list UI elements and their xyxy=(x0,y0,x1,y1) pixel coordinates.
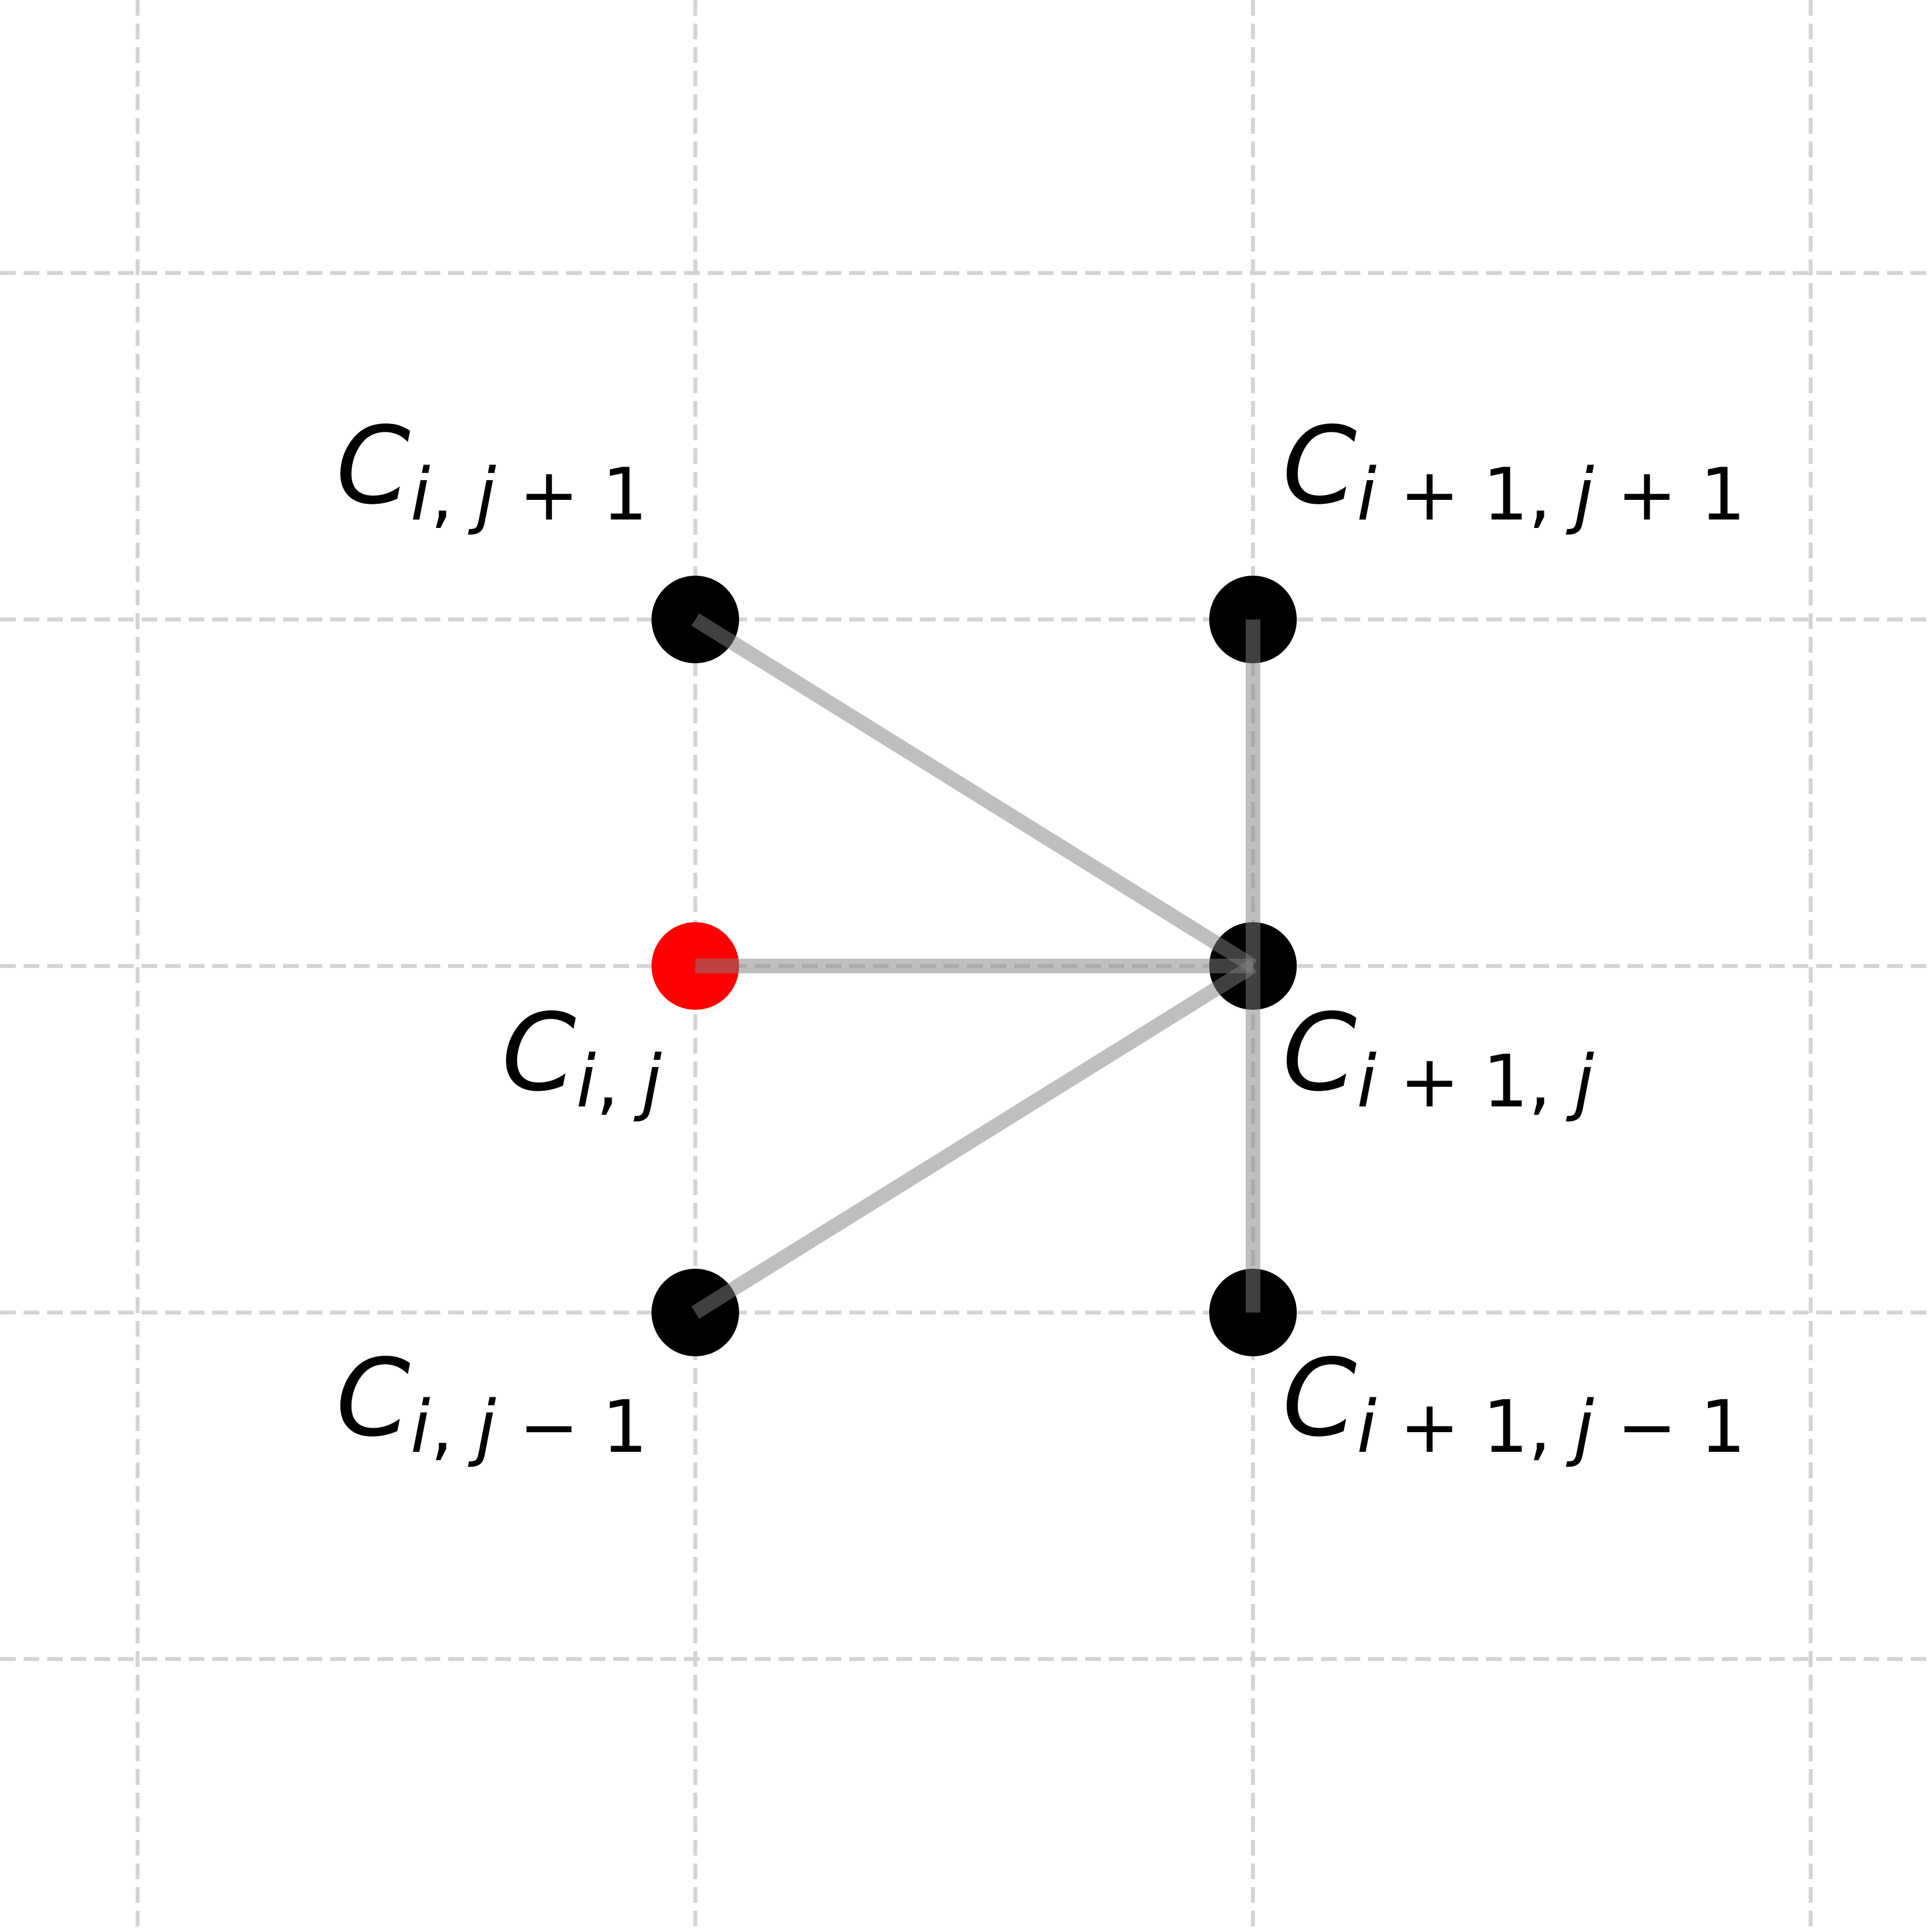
node-label-n3: Ci, j xyxy=(502,991,662,1124)
label-subscript-part: + 1 xyxy=(496,453,648,537)
label-subscript-part: − 1 xyxy=(1594,1386,1746,1469)
label-symbol: C xyxy=(1282,991,1357,1115)
node-label-n4: Ci + 1, j xyxy=(1282,991,1594,1124)
label-subscript-part: i xyxy=(1357,1040,1377,1124)
label-symbol: C xyxy=(1282,404,1357,528)
edge-n4-n5 xyxy=(691,959,1257,1319)
edge-n4-n1 xyxy=(691,613,1257,973)
label-subscript-part: + 1, xyxy=(1377,453,1574,537)
label-subscript-part: + 1 xyxy=(1594,453,1746,537)
label-subscript-part: + 1, xyxy=(1377,1040,1574,1124)
label-symbol: C xyxy=(1282,1336,1357,1460)
label-subscript-part: − 1 xyxy=(496,1386,648,1469)
edges xyxy=(691,613,1260,1319)
label-subscript-part: , xyxy=(430,1386,476,1469)
node-label-n1: Ci, j + 1 xyxy=(336,404,648,537)
label-subscript-part: i xyxy=(1357,1386,1377,1469)
node-label-n5: Ci, j − 1 xyxy=(336,1336,648,1469)
node-label-n6: Ci + 1, j − 1 xyxy=(1282,1336,1746,1469)
label-subscript-part: i xyxy=(411,1386,431,1469)
label-subscript-part: i xyxy=(411,453,431,537)
label-subscript-part: i xyxy=(576,1040,596,1124)
label-subscript-part: , xyxy=(596,1040,641,1124)
label-symbol: C xyxy=(502,991,576,1115)
label-subscript-part: i xyxy=(1357,453,1377,537)
label-subscript-part: + 1, xyxy=(1377,1386,1574,1469)
node-labels: Ci, j + 1 Ci + 1, j + 1 Ci, j Ci + 1, j Ci, … xyxy=(336,404,1746,1469)
label-subscript-part: , xyxy=(430,453,476,537)
label-symbol: C xyxy=(336,404,411,528)
node-label-n2: Ci + 1, j + 1 xyxy=(1282,404,1746,537)
label-symbol: C xyxy=(336,1336,411,1460)
